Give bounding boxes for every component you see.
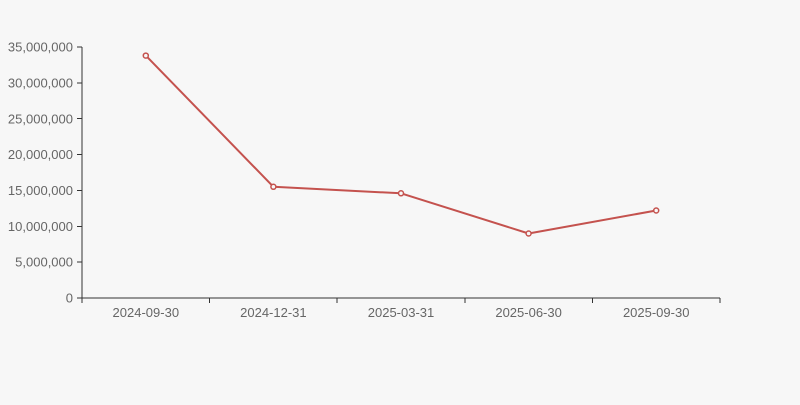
y-axis-label: 10,000,000 bbox=[8, 219, 73, 234]
x-axis-label: 2025-06-30 bbox=[495, 305, 562, 320]
x-axis-label: 2025-03-31 bbox=[368, 305, 435, 320]
y-axis-label: 20,000,000 bbox=[8, 147, 73, 162]
y-axis-label: 25,000,000 bbox=[8, 111, 73, 126]
data-point-marker[interactable] bbox=[652, 207, 660, 214]
x-axis-label: 2025-09-30 bbox=[623, 305, 690, 320]
data-point-marker[interactable] bbox=[525, 230, 532, 237]
y-axis-label: 15,000,000 bbox=[8, 183, 73, 198]
y-axis-label: 35,000,000 bbox=[8, 40, 73, 55]
y-axis-label: 0 bbox=[66, 291, 73, 306]
x-axis-label: 2024-12-31 bbox=[240, 305, 307, 320]
data-point-marker[interactable] bbox=[142, 52, 150, 59]
data-point-marker[interactable] bbox=[397, 190, 405, 197]
data-point-marker[interactable] bbox=[270, 183, 277, 191]
series-line bbox=[144, 54, 658, 235]
x-axis-label: 2024-09-30 bbox=[113, 305, 180, 320]
y-axis-label: 30,000,000 bbox=[8, 75, 73, 90]
y-axis-label: 5,000,000 bbox=[15, 255, 73, 270]
